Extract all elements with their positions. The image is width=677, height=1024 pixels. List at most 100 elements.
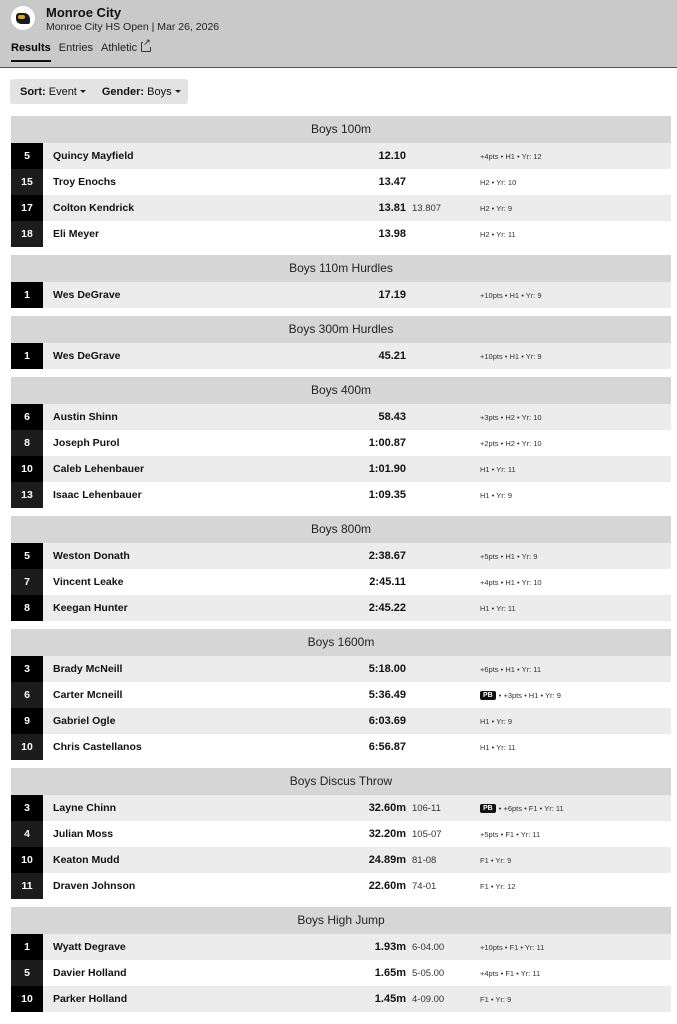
athlete-name[interactable]: Brady McNeill	[53, 663, 123, 675]
sort-dropdown[interactable]: Sort: Event	[20, 86, 86, 98]
result-row[interactable]: 13 Isaac Lehenbauer 1:09.35 H1 • Yr: 9	[11, 482, 671, 508]
result-mark: 2:45.22	[368, 602, 406, 614]
gender-dropdown[interactable]: Gender: Boys	[102, 86, 181, 98]
result-secondary: 13.807	[412, 202, 442, 214]
result-info: F1 • Yr: 9	[480, 995, 511, 1004]
result-row[interactable]: 9 Gabriel Ogle 6:03.69 H1 • Yr: 9	[11, 708, 671, 734]
result-info: +5pts • H1 • Yr: 9	[480, 552, 537, 561]
athlete-name[interactable]: Wes DeGrave	[53, 350, 121, 362]
result-secondary: 6-04.00	[412, 941, 445, 953]
result-row[interactable]: 3 Brady McNeill 5:18.00 +6pts • H1 • Yr:…	[11, 656, 671, 682]
place-badge: 17	[11, 195, 43, 221]
athlete-name[interactable]: Wyatt Degrave	[53, 941, 126, 953]
result-row[interactable]: 6 Austin Shinn 58.43 +3pts • H2 • Yr: 10	[11, 404, 671, 430]
result-info: +10pts • H1 • Yr: 9	[480, 352, 542, 361]
result-row[interactable]: 8 Keegan Hunter 2:45.22 H1 • Yr: 11	[11, 595, 671, 621]
result-details: • +3pts • H1 • Yr: 9	[498, 690, 561, 700]
athlete-name[interactable]: Keaton Mudd	[53, 854, 120, 866]
athlete-name[interactable]: Isaac Lehenbauer	[53, 489, 142, 501]
place-badge: 11	[11, 873, 43, 899]
place-badge: 5	[11, 143, 43, 169]
result-row[interactable]: 1 Wes DeGrave 17.19 +10pts • H1 • Yr: 9	[11, 282, 671, 308]
result-row[interactable]: 18 Eli Meyer 13.98 H2 • Yr: 11	[11, 221, 671, 247]
result-row[interactable]: 4 Julian Moss 32.20m 105-07 +5pts • F1 •…	[11, 821, 671, 847]
result-info: +5pts • F1 • Yr: 11	[480, 830, 540, 839]
athlete-name[interactable]: Davier Holland	[53, 967, 127, 979]
athlete-name[interactable]: Wes DeGrave	[53, 289, 121, 301]
result-row[interactable]: 1 Wyatt Degrave 1.93m 6-04.00 +10pts • F…	[11, 934, 671, 960]
result-row[interactable]: 15 Troy Enochs 13.47 H2 • Yr: 10	[11, 169, 671, 195]
results-list: Boys 100m 5 Quincy Mayfield 12.10 +4pts …	[11, 116, 671, 1020]
event-title: Boys 300m Hurdles	[11, 316, 671, 343]
result-mark: 1.93m	[374, 941, 406, 953]
athlete-name[interactable]: Eli Meyer	[53, 228, 100, 240]
result-mark: 1:01.90	[368, 463, 406, 475]
result-row[interactable]: 10 Parker Holland 1.45m 4-09.00 F1 • Yr:…	[11, 986, 671, 1012]
result-mark: 2:45.11	[369, 576, 406, 588]
tab-entries[interactable]: Entries	[58, 42, 93, 54]
place-badge: 4	[11, 821, 43, 847]
result-mark: 17.19	[378, 289, 406, 301]
tab-results[interactable]: Results	[11, 42, 51, 62]
result-details: +10pts • F1 • Yr: 11	[480, 942, 545, 952]
result-info: PB • +6pts • F1 • Yr: 11	[480, 803, 564, 813]
place-badge: 8	[11, 595, 43, 621]
result-details: H2 • Yr: 11	[480, 229, 516, 239]
result-details: +6pts • H1 • Yr: 11	[480, 664, 542, 674]
athlete-name[interactable]: Julian Moss	[53, 828, 114, 840]
result-row[interactable]: 10 Keaton Mudd 24.89m 81-08 F1 • Yr: 9	[11, 847, 671, 873]
result-row[interactable]: 6 Carter Mcneill 5:36.49 PB • +3pts • H1…	[11, 682, 671, 708]
athlete-name[interactable]: Layne Chinn	[53, 802, 117, 814]
result-details: H1 • Yr: 9	[480, 716, 513, 726]
result-row[interactable]: 11 Draven Johnson 22.60m 74-01 F1 • Yr: …	[11, 873, 671, 899]
athlete-name[interactable]: Joseph Purol	[53, 437, 120, 449]
athlete-name[interactable]: Carter Mcneill	[53, 689, 123, 701]
athlete-name[interactable]: Caleb Lehenbauer	[53, 463, 145, 475]
sort-value: Event	[48, 85, 77, 98]
result-row[interactable]: 3 Layne Chinn 32.60m 106-11 PB • +6pts •…	[11, 795, 671, 821]
result-secondary: 81-08	[412, 854, 437, 866]
result-details: H1 • Yr: 11	[480, 464, 516, 474]
gender-value: Boys	[147, 85, 172, 98]
result-mark: 5:18.00	[368, 663, 406, 675]
result-info: +4pts • F1 • Yr: 11	[480, 969, 540, 978]
result-row[interactable]: 5 Quincy Mayfield 12.10 +4pts • H1 • Yr:…	[11, 143, 671, 169]
athlete-name[interactable]: Colton Kendrick	[53, 202, 135, 214]
tab-athletic[interactable]: Athletic	[101, 38, 152, 62]
app-header: Monroe City Monroe City HS Open | Mar 26…	[0, 0, 677, 68]
athlete-name[interactable]: Keegan Hunter	[53, 602, 128, 614]
result-info: +3pts • H2 • Yr: 10	[480, 413, 542, 422]
athlete-name[interactable]: Gabriel Ogle	[53, 715, 116, 727]
result-row[interactable]: 8 Joseph Purol 1:00.87 +2pts • H2 • Yr: …	[11, 430, 671, 456]
result-row[interactable]: 10 Chris Castellanos 6:56.87 H1 • Yr: 11	[11, 734, 671, 760]
result-row[interactable]: 5 Davier Holland 1.65m 5-05.00 +4pts • F…	[11, 960, 671, 986]
result-row[interactable]: 5 Weston Donath 2:38.67 +5pts • H1 • Yr:…	[11, 543, 671, 569]
result-info: H1 • Yr: 11	[480, 465, 516, 474]
pb-badge: PB	[480, 803, 496, 813]
result-info: H1 • Yr: 9	[480, 717, 512, 726]
result-details: +4pts • F1 • Yr: 11	[480, 968, 541, 978]
result-info: F1 • Yr: 9	[480, 856, 511, 865]
athlete-name[interactable]: Quincy Mayfield	[53, 150, 134, 162]
event-title: Boys Discus Throw	[11, 768, 671, 795]
athlete-name[interactable]: Vincent Leake	[53, 576, 124, 588]
athlete-name[interactable]: Draven Johnson	[53, 880, 136, 892]
place-badge: 13	[11, 482, 43, 508]
athlete-name[interactable]: Troy Enochs	[53, 176, 117, 188]
athlete-name[interactable]: Austin Shinn	[53, 411, 118, 423]
athlete-name[interactable]: Parker Holland	[53, 993, 128, 1005]
result-row[interactable]: 10 Caleb Lehenbauer 1:01.90 H1 • Yr: 11	[11, 456, 671, 482]
result-info: H2 • Yr: 9	[480, 204, 512, 213]
external-link-icon	[141, 38, 152, 52]
result-mark: 1.65m	[374, 967, 406, 979]
result-row[interactable]: 7 Vincent Leake 2:45.11 +4pts • H1 • Yr:…	[11, 569, 671, 595]
event-title: Boys High Jump	[11, 907, 671, 934]
event-section: Boys 400m 6 Austin Shinn 58.43 +3pts • H…	[11, 377, 671, 508]
athlete-name[interactable]: Weston Donath	[53, 550, 130, 562]
result-secondary: 74-01	[412, 880, 437, 892]
result-details: +2pts • H2 • Yr: 10	[480, 438, 542, 448]
athlete-name[interactable]: Chris Castellanos	[53, 741, 142, 753]
result-row[interactable]: 1 Wes DeGrave 45.21 +10pts • H1 • Yr: 9	[11, 343, 671, 369]
result-row[interactable]: 17 Colton Kendrick 13.81 13.807 H2 • Yr:…	[11, 195, 671, 221]
place-badge: 8	[11, 430, 43, 456]
